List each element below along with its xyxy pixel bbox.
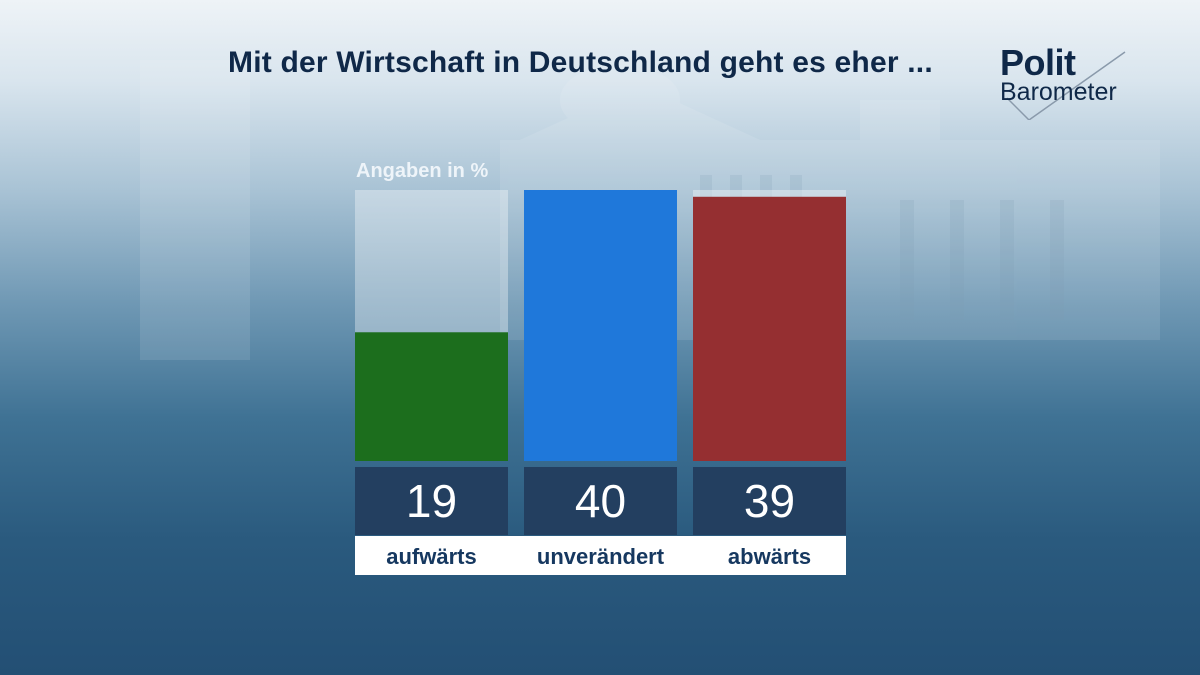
bar-abwaerts bbox=[693, 196, 846, 461]
logo-text-polit: Polit bbox=[1000, 42, 1076, 83]
category-strip bbox=[355, 536, 846, 575]
politbarometer-logo: Polit Barometer bbox=[995, 40, 1135, 120]
logo-text-barometer: Barometer bbox=[1000, 78, 1117, 106]
value-label-aufwaerts: 19 bbox=[355, 467, 508, 535]
chart-title: Mit der Wirtschaft in Deutschland geht e… bbox=[228, 46, 933, 79]
value-label-abwaerts: 39 bbox=[693, 467, 846, 535]
category-label-unveraendert: unverändert bbox=[536, 544, 665, 569]
category-label-aufwaerts: aufwärts bbox=[386, 544, 477, 569]
value-label-unveraendert: 40 bbox=[524, 467, 677, 535]
bar-unveraendert bbox=[524, 190, 677, 461]
bar-aufwaerts bbox=[355, 332, 508, 461]
checkmark-icon bbox=[1006, 51, 1126, 120]
unit-label: Angaben in % bbox=[356, 160, 489, 182]
category-label-abwaerts: abwärts bbox=[727, 544, 812, 569]
